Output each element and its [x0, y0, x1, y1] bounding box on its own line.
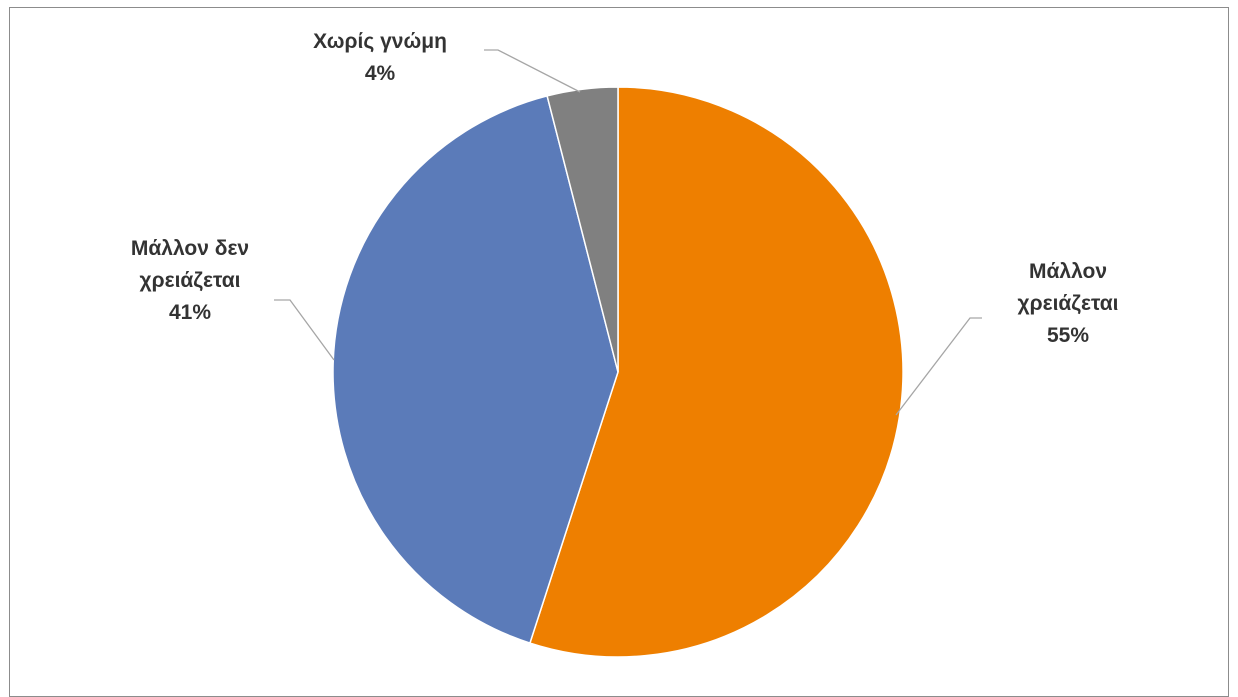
data-label: Χωρίς γνώμη 4%: [313, 30, 447, 85]
pie-slice: [332, 95, 619, 644]
pie-slice: [546, 86, 619, 373]
leader-line: [484, 49, 581, 93]
leader-lines: [274, 49, 982, 416]
leader-line: [274, 299, 335, 361]
data-label-line: Μάλλον: [1029, 260, 1107, 283]
data-labels: Μάλλον χρειάζεται 55% Μάλλον δεν χρειάζεται 4…: [131, 30, 1119, 347]
data-label-line: 41%: [169, 301, 211, 324]
data-label-line: Χωρίς γνώμη: [313, 30, 447, 53]
data-label: Μάλλον χρειάζεται 55%: [1018, 260, 1119, 347]
data-label-line: Μάλλον δεν: [131, 237, 249, 260]
leader-line: [895, 317, 982, 416]
pie-slices: [332, 86, 904, 658]
data-label-line: 4%: [365, 62, 396, 85]
pie-slice: [528, 86, 904, 658]
data-label-line: χρειάζεται: [140, 269, 241, 292]
data-label-line: χρειάζεται: [1018, 292, 1119, 315]
data-label-line: 55%: [1047, 324, 1089, 347]
data-label: Μάλλον δεν χρειάζεται 41%: [131, 237, 249, 324]
